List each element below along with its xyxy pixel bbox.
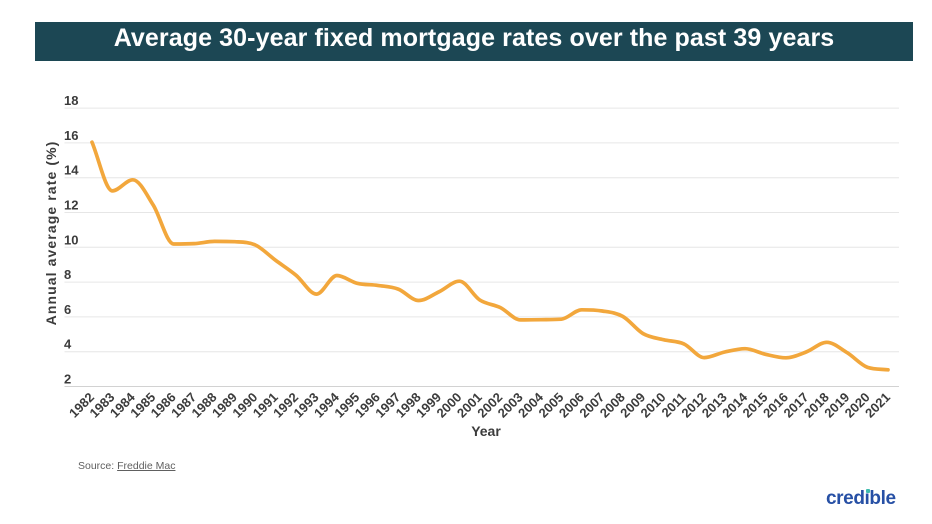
svg-text:8: 8	[64, 267, 71, 282]
svg-text:16: 16	[64, 128, 78, 143]
svg-text:12: 12	[64, 198, 78, 213]
svg-text:2: 2	[64, 372, 71, 387]
svg-text:6: 6	[64, 302, 71, 317]
svg-text:Annual average rate (%): Annual average rate (%)	[43, 141, 59, 326]
svg-text:10: 10	[64, 232, 78, 247]
svg-text:14: 14	[64, 163, 79, 178]
svg-text:18: 18	[64, 93, 78, 108]
svg-text:Year: Year	[471, 423, 501, 439]
svg-text:4: 4	[64, 337, 72, 352]
